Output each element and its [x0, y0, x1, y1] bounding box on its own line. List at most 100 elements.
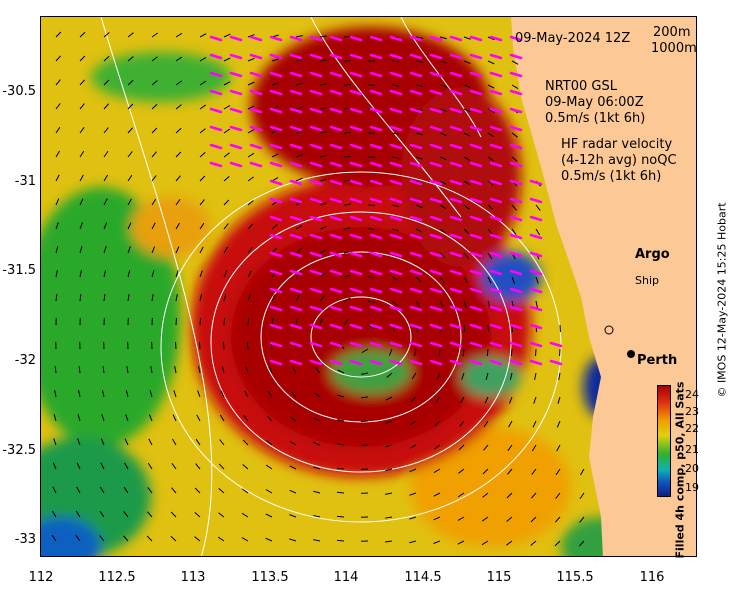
radar-vector	[369, 125, 383, 132]
gsl-vector	[319, 202, 327, 206]
radar-vector	[209, 35, 223, 42]
radar-vector	[269, 305, 283, 312]
y-tick-33: -33	[14, 532, 36, 547]
gsl-vector	[151, 151, 157, 158]
gsl-vector	[409, 444, 417, 449]
gsl-vector	[459, 420, 465, 427]
gsl-vector	[77, 438, 81, 446]
gsl-vector	[434, 444, 441, 450]
gsl-vector	[487, 324, 490, 333]
perth-marker[interactable]	[627, 350, 635, 358]
gsl-vector	[484, 396, 489, 404]
radar-vector	[369, 359, 383, 366]
radar-vector	[489, 71, 503, 78]
depth-label-200: 200m	[653, 25, 691, 40]
gsl-vector	[433, 516, 441, 521]
gsl-vector	[245, 366, 249, 374]
gsl-vector	[199, 199, 205, 206]
radar-vector	[449, 287, 463, 294]
radar-vector	[529, 323, 543, 330]
gsl-vector	[385, 396, 393, 401]
radar-vector	[369, 233, 383, 240]
radar-vector	[389, 341, 403, 348]
sst-map[interactable]: 09-May-2024 12Z 200m 1000m NRT00 GSL 09-…	[40, 16, 697, 557]
gsl-vector	[295, 294, 300, 302]
gsl-vector	[487, 156, 495, 162]
radar-vector	[409, 269, 423, 276]
gsl-vector	[55, 174, 60, 182]
gsl-vector	[147, 462, 153, 470]
gsl-vector	[487, 108, 495, 113]
gsl-vector	[199, 270, 203, 278]
radar-vector	[369, 215, 383, 222]
gsl-vector	[55, 103, 61, 110]
radar-vector	[529, 179, 543, 186]
gsl-vector	[147, 487, 153, 494]
gsl-vector	[265, 513, 273, 518]
gsl-vector	[391, 204, 399, 208]
gsl-vector	[151, 127, 158, 134]
gsl-vector	[99, 486, 105, 494]
gsl-vector	[463, 204, 470, 210]
gsl-vector	[271, 129, 279, 134]
gsl-vector	[197, 390, 201, 398]
gsl-vector	[52, 510, 57, 518]
radar-vector	[429, 107, 443, 114]
radar-vector	[369, 71, 383, 78]
gsl-vector	[54, 390, 57, 398]
gsl-vector	[103, 293, 106, 302]
gsl-vector	[319, 35, 328, 38]
gsl-vector	[151, 80, 158, 86]
gsl-vector	[271, 224, 278, 230]
gsl-vector	[127, 174, 133, 182]
radar-vector	[369, 269, 383, 276]
radar-vector	[409, 215, 423, 222]
ship-marker[interactable]	[604, 325, 614, 335]
gsl-vector	[220, 390, 225, 398]
radar-vector	[289, 179, 303, 186]
radar-vector	[329, 287, 343, 294]
radar-vector	[289, 107, 303, 114]
radar-vector	[469, 215, 483, 222]
gsl-vector	[319, 154, 327, 158]
gsl-vector	[319, 178, 327, 182]
radar-vector	[389, 197, 403, 204]
radar-vector	[309, 197, 323, 204]
gsl-vector	[271, 82, 279, 86]
gsl-vector	[79, 127, 85, 134]
radar-vector	[369, 161, 383, 168]
gsl-vector	[409, 516, 417, 520]
radar-vector	[309, 179, 323, 186]
radar-vector	[329, 35, 343, 42]
gsl-vector	[54, 365, 57, 374]
radar-vector	[389, 143, 403, 150]
radar-vector	[469, 251, 483, 258]
radar-vector	[289, 323, 303, 330]
gsl-vector	[265, 489, 273, 494]
gsl-vector	[463, 84, 471, 89]
gsl-vector	[247, 129, 255, 134]
radar-vector	[489, 125, 503, 132]
radar-vector	[329, 161, 343, 168]
gsl-vector	[482, 468, 489, 475]
radar-vector	[489, 233, 503, 240]
gsl-vector	[482, 492, 489, 498]
radar-vector	[269, 125, 283, 132]
radar-vector	[489, 89, 503, 96]
gsl-vector	[172, 438, 177, 446]
radar-vector	[269, 251, 283, 258]
gsl-vector	[175, 294, 178, 302]
credit-text: © IMOS 12-May-2024 15:25 Hobart	[715, 202, 729, 398]
radar-vector	[269, 287, 283, 294]
gsl-vector	[196, 414, 201, 422]
radar-vector	[509, 323, 523, 330]
radar-vector	[389, 305, 403, 312]
gsl-vector	[343, 251, 351, 254]
radar-vector	[229, 35, 243, 42]
radar-vector	[329, 71, 343, 78]
radar-vector	[329, 269, 343, 276]
gsl-vector	[463, 180, 471, 186]
radar-vector	[449, 359, 463, 366]
gsl-vector	[151, 32, 159, 38]
gsl-vector	[295, 224, 303, 230]
